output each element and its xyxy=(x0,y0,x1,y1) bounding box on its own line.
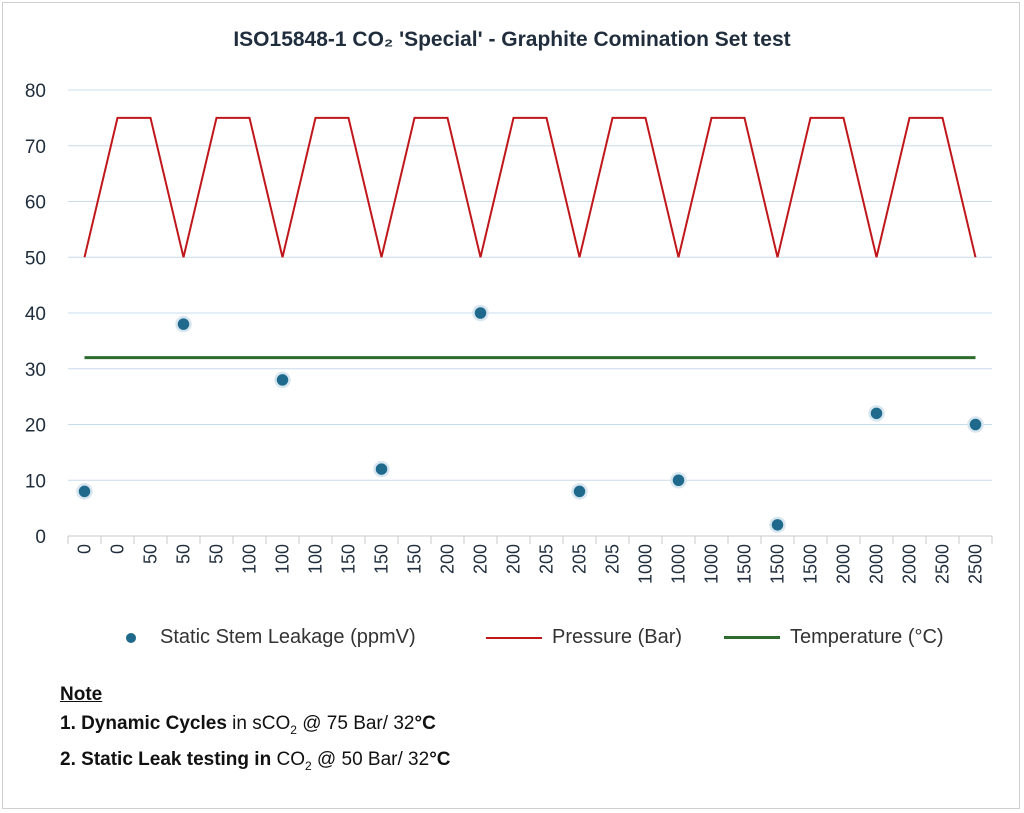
note-line-1-unit: °C xyxy=(414,713,436,734)
y-tick-label: 10 xyxy=(25,471,46,492)
x-tick-label: 50 xyxy=(141,544,161,564)
x-tick-label: 205 xyxy=(570,544,590,574)
x-tick-label: 2500 xyxy=(966,544,986,584)
legend-label-temperature: Temperature (°C) xyxy=(790,626,944,648)
x-tick-label: 2500 xyxy=(933,544,953,584)
x-tick-label: 0 xyxy=(108,544,128,554)
x-tick-label: 200 xyxy=(504,544,524,574)
x-tick-label: 200 xyxy=(438,544,458,574)
note-line-1-post: @ 75 Bar/ 32 xyxy=(296,713,415,734)
legend-item-temperature: Temperature (°C) xyxy=(724,626,944,649)
data-point-leakage-9 xyxy=(967,416,984,433)
note-line-2-sub: 2 xyxy=(304,758,312,773)
y-tick-label: 60 xyxy=(25,193,46,214)
x-tick-label: 150 xyxy=(339,544,359,574)
note-line-1: 1. Dynamic Cycles in sCO2 @ 75 Bar/ 32°C xyxy=(60,709,451,745)
note-block: Note 1. Dynamic Cycles in sCO2 @ 75 Bar/… xyxy=(60,680,451,781)
y-tick-label: 0 xyxy=(35,527,46,548)
x-tick-label: 2000 xyxy=(867,544,887,584)
note-line-2-unit: °C xyxy=(429,748,451,770)
x-tick-label: 1000 xyxy=(636,544,656,584)
data-point-leakage-5 xyxy=(571,483,588,500)
note-line-1-bold: Dynamic Cycles xyxy=(81,713,227,734)
chart-plot: 0 10 20 30 40 50 60 70 80 0 0 50 50 50 100 100 100 150 150… xyxy=(25,81,993,584)
x-tick-label: 50 xyxy=(207,544,227,564)
x-tick-label: 1500 xyxy=(735,544,755,584)
x-tick-label: 100 xyxy=(306,544,326,574)
x-tick-label: 1500 xyxy=(801,544,821,584)
x-tick-label: 1000 xyxy=(669,544,689,584)
note-line-1-pre: in sCO xyxy=(232,713,291,734)
x-tick-label: 150 xyxy=(405,544,425,574)
note-line-2-pre: CO xyxy=(276,748,305,770)
x-tick-label: 150 xyxy=(372,544,392,574)
legend-marker-temperature xyxy=(724,636,780,639)
series-line-pressure xyxy=(83,116,977,258)
note-line-1-number: 1. xyxy=(60,713,76,734)
x-tick-label: 1000 xyxy=(702,544,722,584)
y-tick-label: 70 xyxy=(25,137,46,158)
x-tick-label: 2000 xyxy=(834,544,854,584)
x-tick-label: 0 xyxy=(75,544,95,554)
y-tick-label: 30 xyxy=(25,360,46,381)
y-tick-label: 20 xyxy=(25,416,46,437)
legend-item-leakage: Static Stem Leakage (ppmV) xyxy=(112,626,416,649)
x-tick-label: 100 xyxy=(240,544,260,574)
data-point-leakage-3 xyxy=(373,460,390,478)
x-tick-label: 205 xyxy=(603,544,623,574)
legend-label-leakage: Static Stem Leakage (ppmV) xyxy=(160,626,416,648)
legend-label-pressure: Pressure (Bar) xyxy=(552,626,683,648)
data-point-leakage-1 xyxy=(175,315,192,333)
data-point-leakage-4 xyxy=(472,304,489,322)
x-tick-label: 50 xyxy=(174,544,194,564)
chart-legend: Static Stem Leakage (ppmV) Pressure (Bar… xyxy=(0,620,1024,656)
note-line-2-post: @ 50 Bar/ 32 xyxy=(311,748,430,770)
x-tick-label: 205 xyxy=(537,544,557,574)
y-tick-label: 40 xyxy=(25,304,46,325)
data-point-leakage-0 xyxy=(76,483,93,500)
legend-marker-pressure xyxy=(486,636,542,639)
note-heading: Note xyxy=(60,684,103,705)
data-point-leakage-6 xyxy=(670,472,687,489)
data-point-leakage-8 xyxy=(868,405,885,422)
y-tick-label: 50 xyxy=(25,248,46,269)
x-tick-label: 100 xyxy=(273,544,293,574)
note-line-2: 2. Static Leak testing in CO2 @ 50 Bar/ … xyxy=(60,745,451,781)
note-line-2-bold: Static Leak testing in xyxy=(81,748,272,770)
note-line-1-sub: 2 xyxy=(290,722,297,737)
x-tick-label: 1500 xyxy=(768,544,788,584)
x-tick-label: 2000 xyxy=(900,544,920,584)
note-line-2-number: 2. xyxy=(60,748,76,770)
x-tick-label: 200 xyxy=(471,544,491,574)
data-point-leakage-2 xyxy=(274,371,291,389)
chart-title: ISO15848-1 CO₂ 'Special' - Graphite Comi… xyxy=(233,28,791,51)
legend-item-pressure: Pressure (Bar) xyxy=(486,626,682,649)
data-point-leakage-7 xyxy=(769,516,786,534)
legend-marker-leakage xyxy=(126,632,136,643)
y-tick-label: 80 xyxy=(25,81,46,102)
